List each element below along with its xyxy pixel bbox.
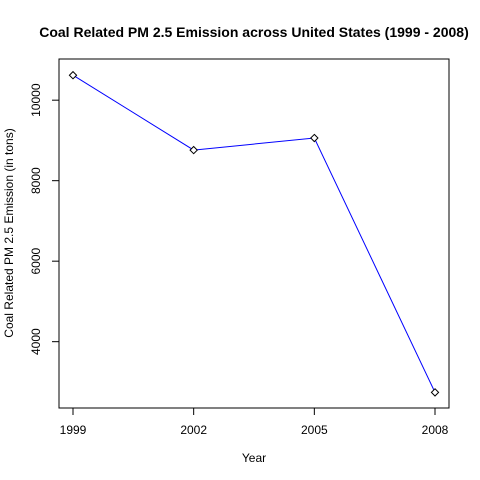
x-tick-label: 1999 <box>60 423 87 437</box>
series-layer <box>68 70 440 397</box>
series-line <box>72 74 436 393</box>
y-tick-label: 6000 <box>29 248 43 275</box>
y-tick-label: 8000 <box>29 167 43 194</box>
x-axis: 1999 2002 2005 2008 <box>60 407 449 437</box>
plot-frame <box>58 58 450 409</box>
data-point-marker <box>310 133 319 143</box>
y-tick-label: 4000 <box>29 328 43 355</box>
y-tick-label: 10000 <box>29 83 43 117</box>
chart-title: Coal Related PM 2.5 Emission across Unit… <box>39 24 469 40</box>
x-tick-label: 2002 <box>180 423 207 437</box>
data-point-marker <box>189 145 198 155</box>
x-tick-label: 2008 <box>422 423 449 437</box>
x-tick-label: 2005 <box>301 423 328 437</box>
data-point-marker <box>68 70 78 80</box>
y-axis-title: Coal Related PM 2.5 Emission (in tons) <box>2 128 16 337</box>
y-axis: 4000 6000 8000 10000 <box>29 83 60 355</box>
data-point-marker <box>430 388 440 397</box>
x-axis-title: Year <box>242 451 266 465</box>
